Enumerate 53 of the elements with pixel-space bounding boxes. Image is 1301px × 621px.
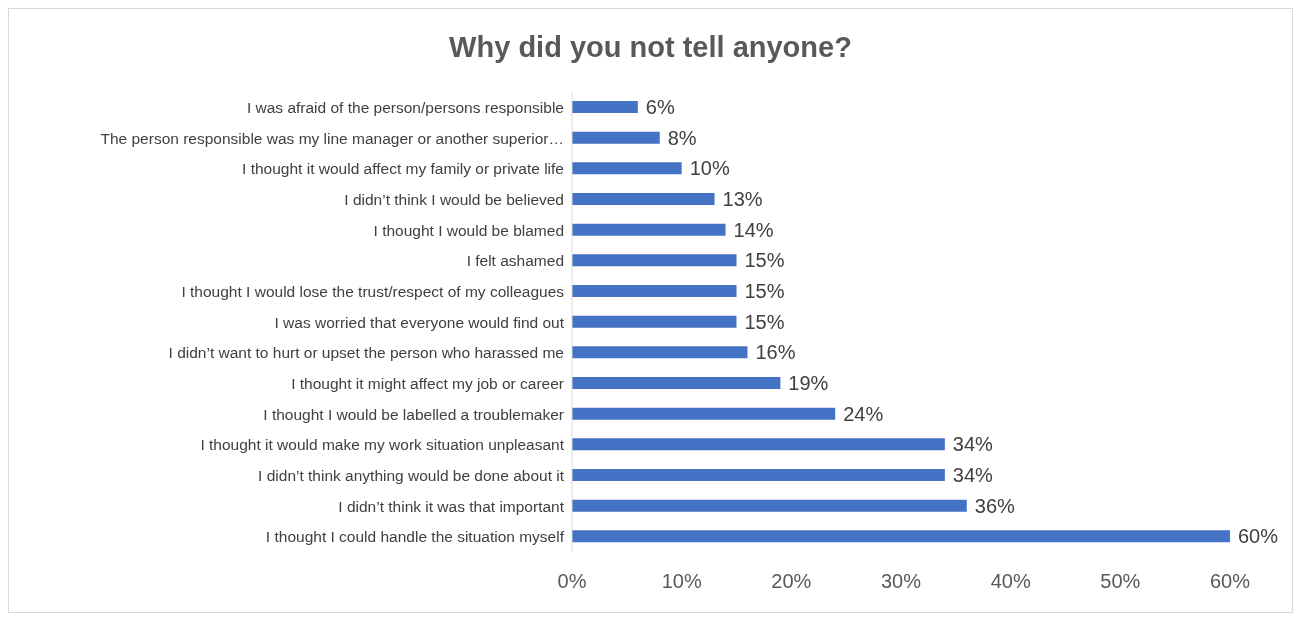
bar <box>572 377 781 389</box>
data-label: 34% <box>952 464 994 487</box>
y-tick-label: I thought it would affect my family or private life <box>242 160 564 178</box>
y-tick-label: I didn’t think I would be believed <box>344 190 564 208</box>
y-tick-label: I didn’t think anything would be done about it <box>258 466 565 484</box>
x-tick-label: 20% <box>771 570 812 593</box>
bar <box>572 131 660 144</box>
bar <box>572 315 737 328</box>
data-label: 6% <box>645 96 675 119</box>
bar <box>572 193 715 205</box>
y-tick-label: I was afraid of the person/persons responsible <box>246 98 564 116</box>
bar <box>572 499 967 512</box>
x-tick-label: 0% <box>557 570 587 593</box>
data-label: 36% <box>974 494 1016 517</box>
data-label: 10% <box>689 157 730 180</box>
data-label: 15% <box>744 249 785 272</box>
y-tick-label: I didn’t want to hurt or upset the person who harassed me <box>168 344 564 362</box>
bar <box>572 101 638 113</box>
data-label: 60% <box>1238 525 1279 548</box>
y-tick-label: The person responsible was my line manager or another superior… <box>100 129 564 147</box>
y-tick-label: I thought I would be blamed <box>373 221 564 239</box>
y-tick-label: I thought I would lose the trust/respect of my colleagues <box>181 282 565 300</box>
bar <box>572 469 945 481</box>
bar <box>572 346 748 359</box>
y-tick-label: I didn’t think it was that important <box>338 497 565 515</box>
data-label: 15% <box>744 280 785 303</box>
data-label: 16% <box>755 341 796 364</box>
y-tick-label: I thought it might affect my job or career <box>291 374 564 392</box>
y-tick-label: I was worried that everyone would find out <box>274 313 565 331</box>
data-label: 15% <box>744 310 785 333</box>
data-label: 8% <box>667 126 697 149</box>
data-label: 14% <box>733 218 774 241</box>
x-tick-label: 10% <box>661 570 702 593</box>
x-tick-label: 30% <box>880 570 922 593</box>
bar <box>572 407 836 420</box>
y-tick-label: I thought I could handle the situation myself <box>265 528 565 546</box>
data-label: 13% <box>722 188 763 211</box>
y-tick-label: I thought I would be labelled a troublemaker <box>263 405 564 423</box>
bar <box>572 162 682 175</box>
bar <box>572 285 737 297</box>
data-label: 24% <box>843 402 884 425</box>
y-tick-label: I felt ashamed <box>466 252 564 270</box>
y-tick-label: I thought it would make my work situation unpleasant <box>200 436 565 454</box>
bar <box>572 438 945 451</box>
bar <box>572 530 1230 543</box>
data-label: 34% <box>952 433 994 456</box>
chart-title: Why did you not tell anyone? <box>448 30 853 65</box>
x-tick-label: 40% <box>990 570 1031 593</box>
data-label: 19% <box>788 372 829 395</box>
bar <box>572 254 737 267</box>
x-tick-label: 60% <box>1209 570 1251 593</box>
bar <box>572 223 726 236</box>
x-tick-label: 50% <box>1100 570 1141 593</box>
